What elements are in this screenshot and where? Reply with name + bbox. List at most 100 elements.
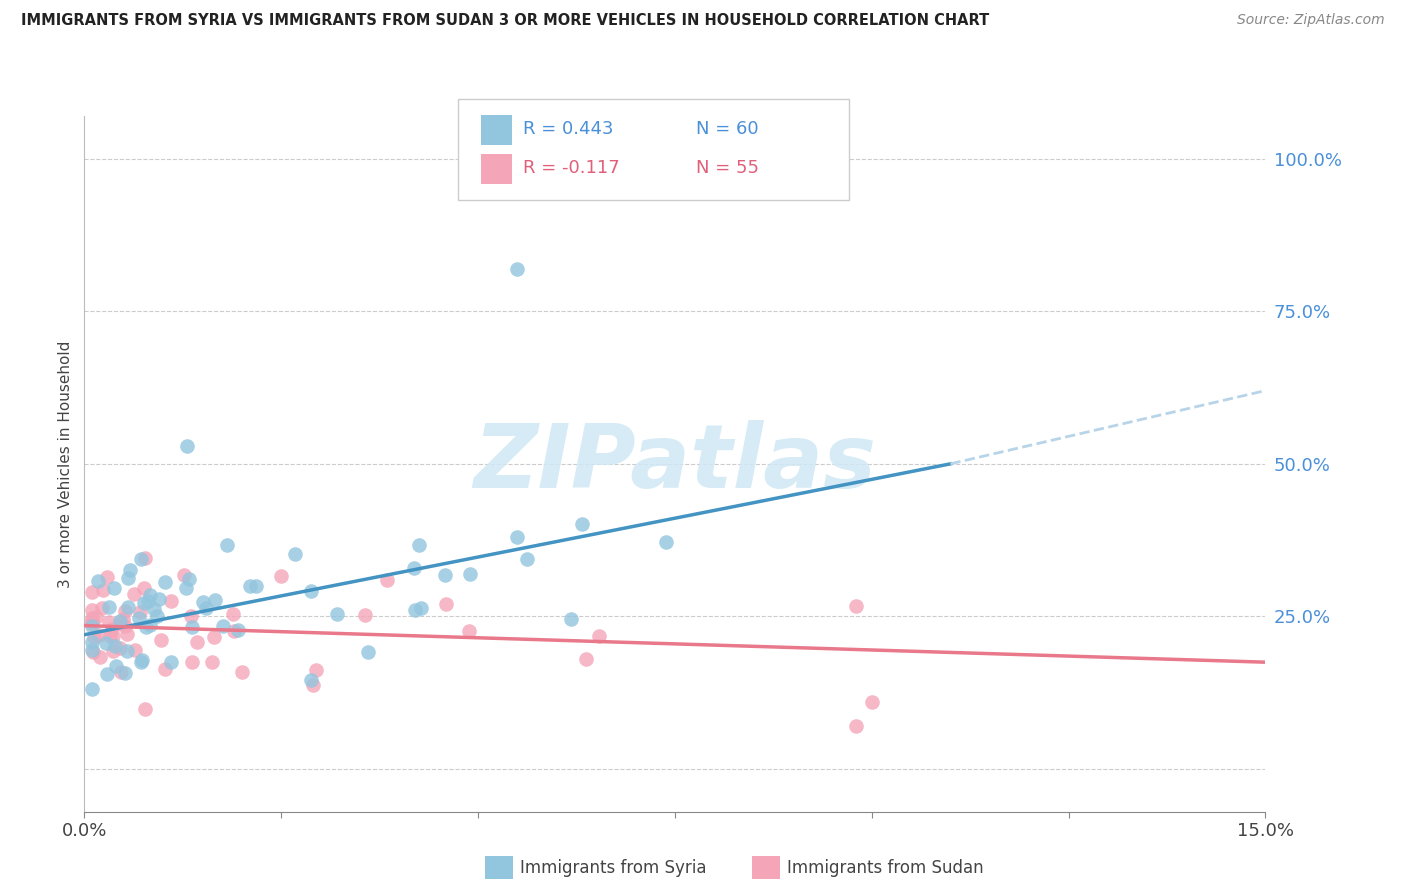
Point xyxy=(131,653,153,667)
Point xyxy=(91,583,114,598)
Point xyxy=(177,572,200,586)
Point xyxy=(139,618,162,632)
Point xyxy=(103,581,125,595)
Point xyxy=(404,603,426,617)
Point xyxy=(105,659,128,673)
Point xyxy=(217,537,239,551)
Text: ZIPatlas: ZIPatlas xyxy=(474,420,876,508)
Point xyxy=(82,610,104,624)
Point xyxy=(114,619,136,633)
Point xyxy=(139,588,162,602)
Point xyxy=(117,627,139,641)
Point xyxy=(117,571,139,585)
Point xyxy=(159,594,181,608)
Point xyxy=(122,587,145,601)
Point xyxy=(180,609,202,624)
Point xyxy=(82,619,104,633)
Point xyxy=(101,644,124,658)
Point xyxy=(588,629,610,643)
Point xyxy=(118,563,141,577)
Text: IMMIGRANTS FROM SYRIA VS IMMIGRANTS FROM SUDAN 3 OR MORE VEHICLES IN HOUSEHOLD C: IMMIGRANTS FROM SYRIA VS IMMIGRANTS FROM… xyxy=(21,13,990,29)
Point xyxy=(202,630,225,644)
Point xyxy=(129,605,152,619)
Point xyxy=(506,529,529,543)
Point xyxy=(408,538,430,552)
Point xyxy=(82,603,104,617)
Point xyxy=(86,610,108,624)
Point xyxy=(402,560,425,574)
Y-axis label: 3 or more Vehicles in Household: 3 or more Vehicles in Household xyxy=(58,340,73,588)
Point xyxy=(655,535,678,549)
Point xyxy=(284,548,307,562)
Point xyxy=(91,601,114,615)
Point xyxy=(136,594,159,608)
Point xyxy=(224,624,246,638)
Point xyxy=(194,601,217,615)
Point xyxy=(231,665,253,680)
Point xyxy=(114,666,136,681)
Point xyxy=(97,615,120,629)
Point xyxy=(146,608,169,623)
Point xyxy=(270,568,292,582)
Point xyxy=(82,634,104,648)
Point xyxy=(560,612,582,626)
Point xyxy=(114,604,136,618)
Text: Source: ZipAtlas.com: Source: ZipAtlas.com xyxy=(1237,13,1385,28)
Point xyxy=(131,552,153,566)
Point xyxy=(506,261,529,276)
Point xyxy=(153,574,176,589)
Point xyxy=(94,636,117,650)
Point xyxy=(132,581,155,595)
Point xyxy=(135,619,157,633)
Point xyxy=(160,655,183,669)
Point xyxy=(176,438,198,452)
Point xyxy=(150,633,173,648)
Point xyxy=(101,629,124,643)
Point xyxy=(82,614,104,628)
Point xyxy=(83,630,105,644)
Text: R = -0.117: R = -0.117 xyxy=(523,159,620,178)
Point xyxy=(204,593,226,607)
Point xyxy=(860,694,883,708)
Point xyxy=(82,585,104,599)
Point xyxy=(516,552,538,566)
Point xyxy=(211,619,233,633)
Text: R = 0.443: R = 0.443 xyxy=(523,120,613,137)
Point xyxy=(239,579,262,593)
Point xyxy=(180,620,202,634)
Point xyxy=(574,652,596,666)
Point xyxy=(98,600,121,615)
Point xyxy=(117,600,139,615)
Point xyxy=(845,599,868,613)
Point xyxy=(143,602,166,616)
Point xyxy=(174,581,197,595)
Point xyxy=(112,612,135,626)
Point xyxy=(433,568,456,582)
Point xyxy=(108,615,131,630)
Point xyxy=(108,614,131,628)
Point xyxy=(356,645,378,659)
Text: Immigrants from Syria: Immigrants from Syria xyxy=(520,859,707,877)
Point xyxy=(186,635,208,649)
Point xyxy=(222,607,245,622)
Point xyxy=(245,578,267,592)
Point xyxy=(180,655,202,669)
Point xyxy=(108,641,131,656)
Point xyxy=(132,596,155,610)
Point xyxy=(193,595,215,609)
Point xyxy=(301,584,323,599)
Point xyxy=(226,623,249,637)
Point xyxy=(134,550,156,565)
Text: N = 60: N = 60 xyxy=(696,120,759,137)
Point xyxy=(173,568,195,582)
Point xyxy=(87,628,110,642)
Point xyxy=(82,645,104,659)
Point xyxy=(845,719,868,733)
Point xyxy=(148,591,170,606)
Point xyxy=(299,673,322,688)
Point xyxy=(458,624,481,638)
Point xyxy=(305,663,328,677)
Point xyxy=(301,678,323,692)
Text: Immigrants from Sudan: Immigrants from Sudan xyxy=(787,859,984,877)
Point xyxy=(82,615,104,630)
